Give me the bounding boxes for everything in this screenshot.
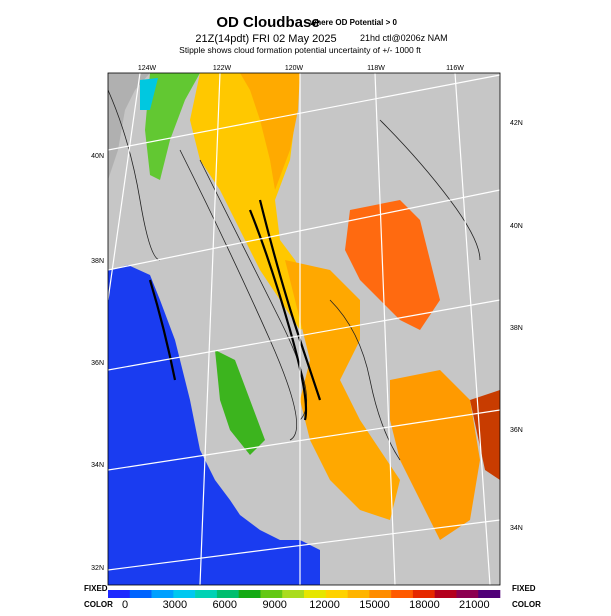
cyan-north: [140, 78, 158, 110]
orange-south: [390, 370, 480, 540]
colorbar-label: 21000: [459, 599, 490, 611]
colorbar-swatch: [238, 590, 261, 598]
colorbar-swatch: [369, 590, 392, 598]
map: [107, 72, 501, 586]
colorbar-label: 9000: [262, 599, 286, 611]
colorbar-swatch: [478, 590, 501, 598]
run-info: 21hd ctl@0206z NAM: [360, 33, 448, 43]
colorbar-swatch: [173, 590, 196, 598]
colorbar-label: 15000: [359, 599, 390, 611]
colorbar-right-bottom: COLOR: [512, 600, 541, 609]
red-east: [470, 390, 500, 480]
lat-label: 36N: [510, 427, 523, 434]
colorbar-label: 12000: [309, 599, 340, 611]
colorbar-swatch: [391, 590, 414, 598]
colorbar-right-top: FIXED: [512, 584, 536, 593]
colorbar-swatch: [434, 590, 457, 598]
lon-label: 118W: [367, 65, 385, 72]
valid-time: 21Z(14pdt) FRI 02 May 2025: [195, 33, 336, 45]
lat-label: 34N: [91, 462, 104, 469]
colorbar-label: 6000: [213, 599, 237, 611]
contour: [108, 89, 161, 261]
colorbar-label: 3000: [163, 599, 187, 611]
colorbar-swatch: [260, 590, 283, 598]
colorbar-label: 0: [122, 599, 128, 611]
colorbar-swatch: [325, 590, 348, 598]
colorbar-left-bottom: COLOR: [84, 600, 113, 609]
colorbar-swatch: [129, 590, 152, 598]
lat-label: 34N: [510, 525, 523, 532]
ocean-gray: [108, 73, 150, 180]
lat-label: 32N: [91, 565, 104, 572]
lon-label: 124W: [138, 65, 157, 72]
green-north: [145, 73, 200, 180]
colorbar-swatch: [108, 590, 131, 598]
colorbar-left-top: FIXED: [84, 584, 108, 593]
subtitle: Stipple shows cloud formation potential …: [179, 45, 421, 55]
lon-label: 120W: [285, 65, 304, 72]
colorbar-swatch: [282, 590, 305, 598]
title-note: where OD Potential > 0: [309, 18, 397, 27]
lat-label: 42N: [510, 120, 523, 127]
green-south: [215, 350, 265, 455]
colorbar-swatch: [347, 590, 370, 598]
orange-central: [285, 260, 400, 520]
orange-north: [240, 73, 300, 190]
contour: [148, 279, 177, 381]
colorbar-swatch: [412, 590, 435, 598]
colorbar-swatch: [304, 590, 327, 598]
lon-label: 122W: [213, 65, 232, 72]
lat-label: 40N: [91, 153, 104, 160]
contour: [199, 159, 308, 421]
title: OD Cloudbase: [216, 14, 319, 31]
colorbar-swatch: [151, 590, 174, 598]
orange-nevada: [345, 200, 440, 330]
colorbar-label: 18000: [409, 599, 440, 611]
lon-label: 116W: [446, 65, 464, 72]
colorbar-swatch: [216, 590, 239, 598]
colorbar-swatch: [456, 590, 479, 598]
contour: [179, 149, 298, 441]
lat-label: 38N: [91, 258, 104, 265]
lat-label: 36N: [91, 360, 104, 367]
contour: [258, 199, 322, 401]
lat-label: 38N: [510, 325, 523, 332]
ocean-values: [108, 265, 320, 585]
map-frame: [107, 72, 501, 586]
graticule: [108, 73, 500, 585]
lat-label: 40N: [510, 223, 523, 230]
colorbar-swatch: [195, 590, 218, 598]
